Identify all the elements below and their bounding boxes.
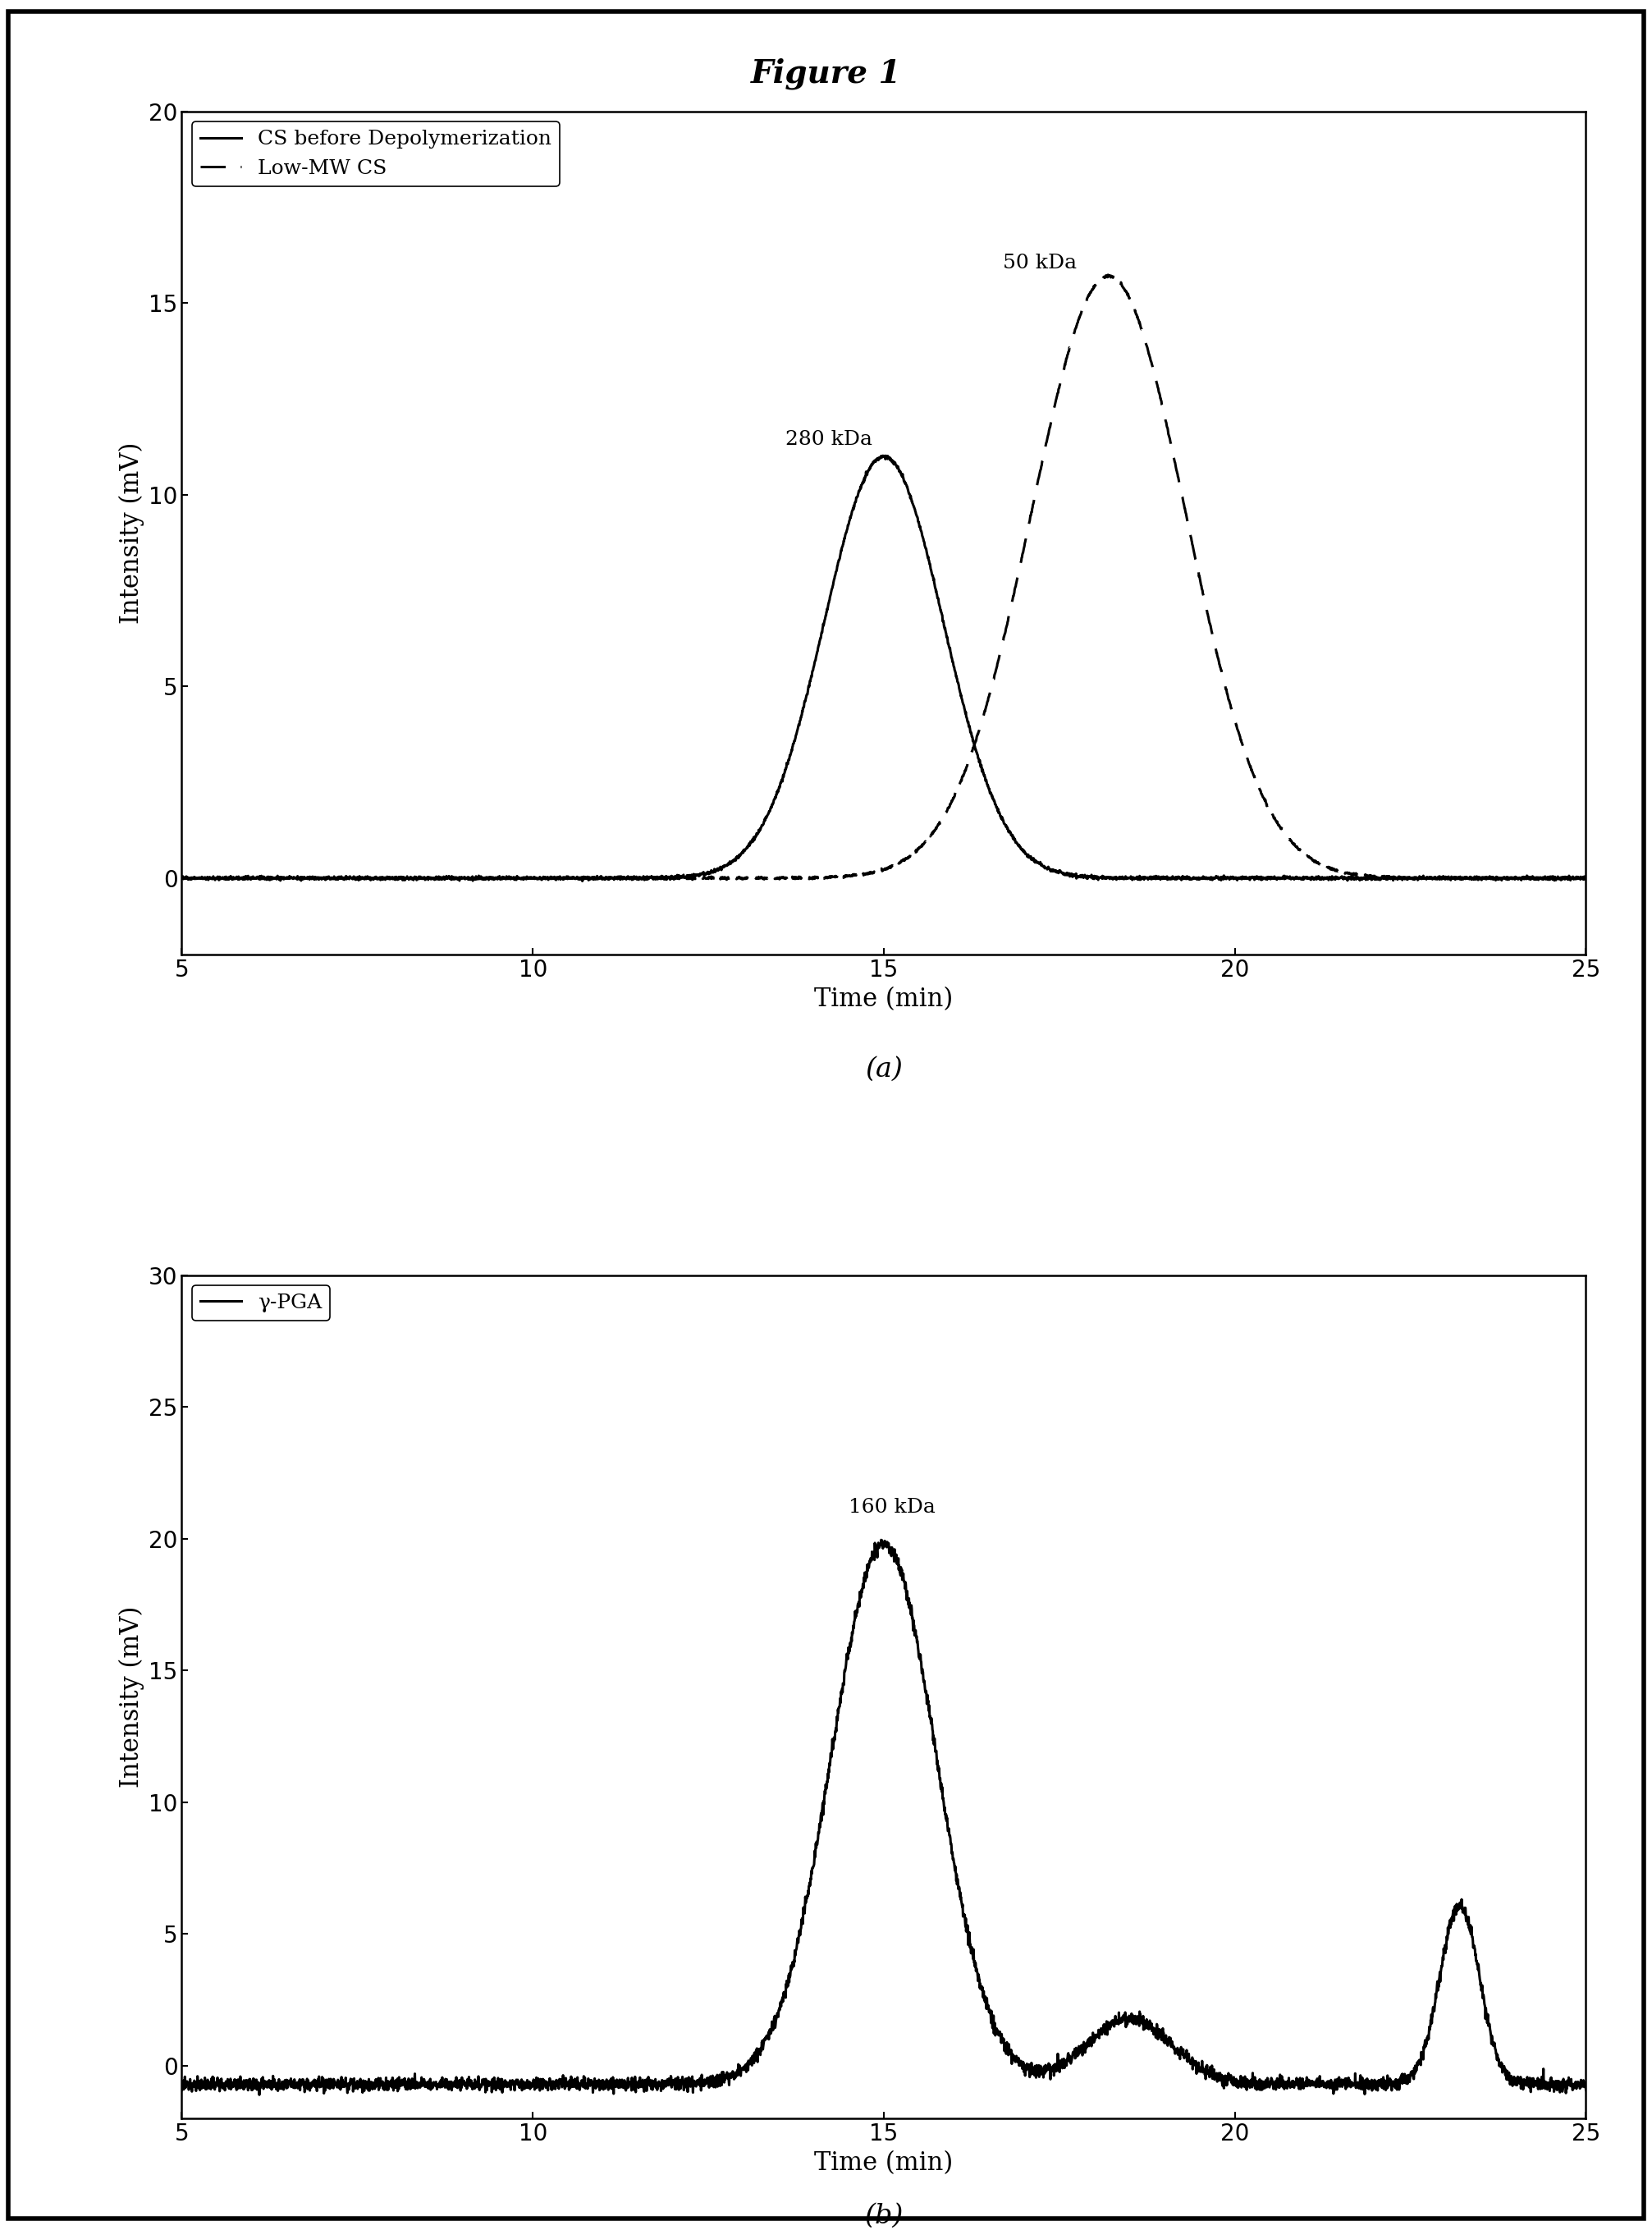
X-axis label: Time (min): Time (min) (814, 2150, 953, 2176)
CS before Depolymerization (762, 792, 781, 818)
Low-MW CS (259, 867, 279, 894)
Text: 50 kDa: 50 kDa (1003, 254, 1077, 272)
γ-PGA (249, 2081, 269, 2107)
γ-PGA (172, 2076, 192, 2103)
Low-MW CS (1099, 261, 1118, 288)
γ-PGA (1464, 1933, 1483, 1960)
γ-PGA (1193, 2052, 1213, 2078)
Y-axis label: Intensity (mV): Intensity (mV) (119, 1606, 144, 1788)
γ-PGA (839, 1637, 859, 1664)
CS before Depolymerization (872, 442, 892, 468)
CS before Depolymerization (573, 867, 593, 894)
CS before Depolymerization (773, 760, 793, 787)
γ-PGA (1576, 2076, 1596, 2103)
Line: γ-PGA: γ-PGA (182, 1541, 1586, 2094)
Text: 160 kDa: 160 kDa (849, 1499, 935, 1516)
Low-MW CS (1576, 865, 1596, 892)
Low-MW CS (1464, 865, 1483, 892)
Low-MW CS (172, 865, 192, 892)
CS before Depolymerization (1533, 865, 1553, 892)
Line: Low-MW CS: Low-MW CS (182, 274, 1586, 881)
Text: (b): (b) (864, 2203, 904, 2230)
Text: Figure 1: Figure 1 (750, 58, 902, 89)
CS before Depolymerization (1193, 865, 1213, 892)
Low-MW CS (773, 865, 793, 892)
γ-PGA (773, 1985, 793, 2011)
Line: CS before Depolymerization: CS before Depolymerization (182, 455, 1586, 881)
Low-MW CS (1193, 578, 1213, 604)
Legend: γ-PGA: γ-PGA (192, 1284, 330, 1320)
Text: 280 kDa: 280 kDa (786, 430, 872, 448)
γ-PGA (1533, 2056, 1553, 2083)
X-axis label: Time (min): Time (min) (814, 986, 953, 1012)
CS before Depolymerization (172, 865, 192, 892)
Text: (a): (a) (866, 1057, 902, 1082)
γ-PGA (871, 1528, 890, 1554)
CS before Depolymerization (1576, 865, 1596, 892)
Low-MW CS (762, 865, 781, 892)
CS before Depolymerization (1464, 865, 1483, 892)
Low-MW CS (839, 863, 859, 890)
Y-axis label: Intensity (mV): Intensity (mV) (119, 442, 144, 624)
γ-PGA (762, 2009, 781, 2036)
CS before Depolymerization (839, 508, 859, 535)
Legend: CS before Depolymerization, Low-MW CS: CS before Depolymerization, Low-MW CS (192, 123, 560, 185)
Low-MW CS (1533, 865, 1553, 892)
